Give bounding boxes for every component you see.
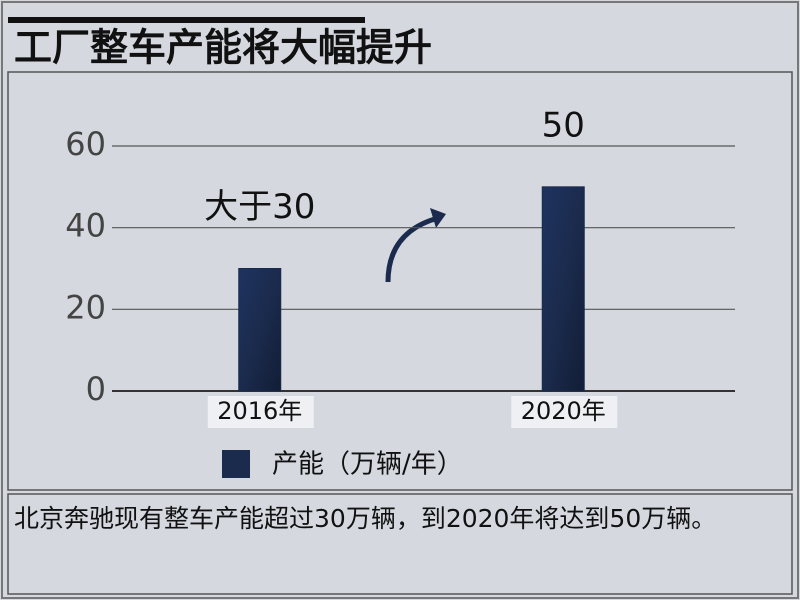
arrow-head [430, 208, 446, 228]
chart-frame [7, 71, 793, 491]
bar [238, 268, 282, 392]
y-tick-label: 40 [65, 207, 106, 245]
bar [541, 186, 585, 392]
chart-title: 工厂整车产能将大幅提升 [14, 26, 432, 70]
note: 北京奔驰现有整车产能超过30万辆，到2020年将达到50万辆。 [14, 504, 717, 533]
note-frame [7, 493, 793, 595]
x-tick-label: 2016年 [217, 397, 302, 425]
y-tick-label: 0 [86, 370, 106, 408]
x-tick-label: 2020年 [521, 397, 606, 425]
arrow [385, 215, 439, 283]
y-tick-label: 20 [65, 288, 106, 326]
value-label: 大于30 [204, 187, 315, 227]
legend-swatch [222, 450, 250, 478]
x-tick-box [511, 396, 618, 428]
legend-label: 产能（万辆/年） [272, 450, 463, 480]
value-label: 50 [542, 105, 585, 145]
y-tick-label: 60 [65, 125, 106, 163]
x-tick-box [207, 396, 314, 428]
